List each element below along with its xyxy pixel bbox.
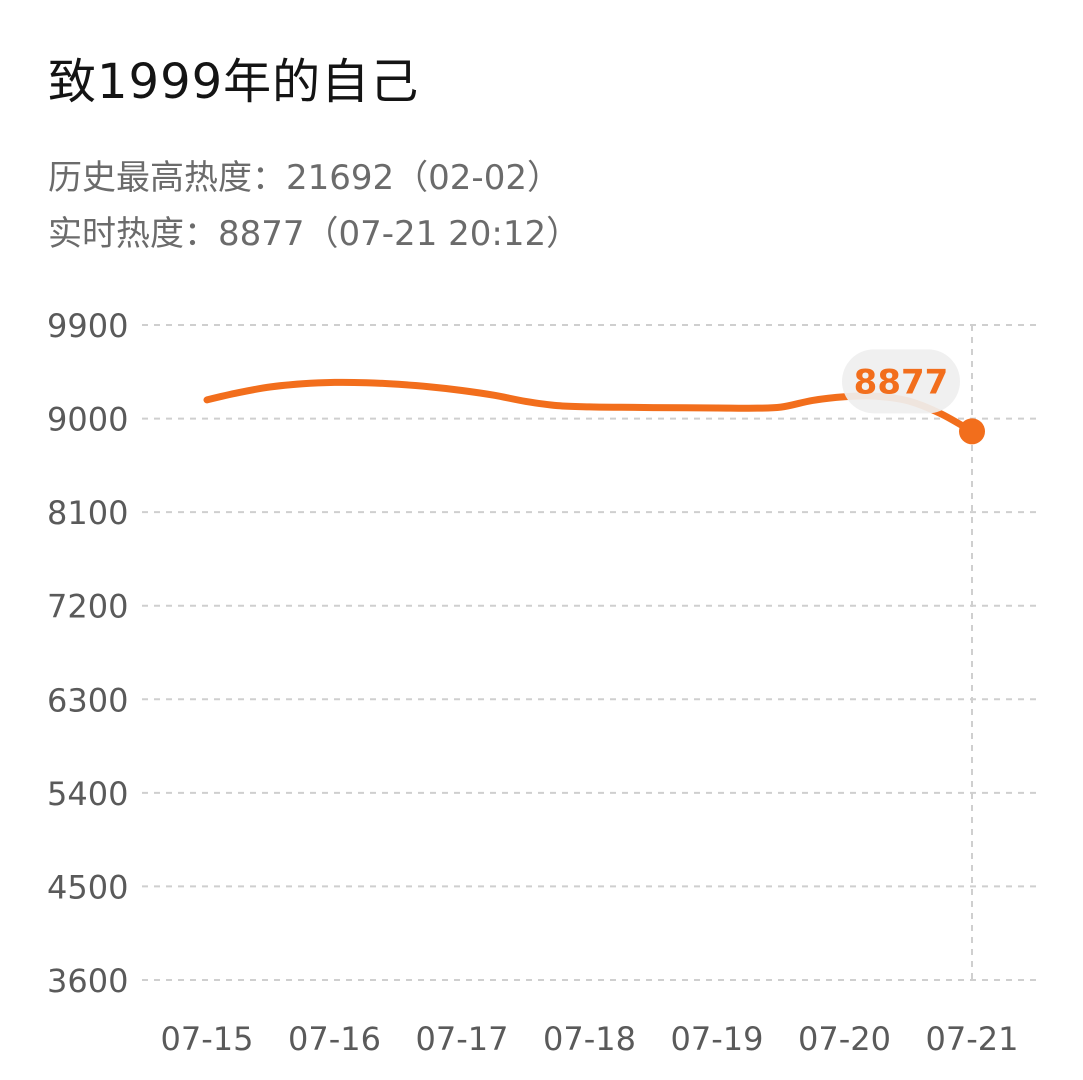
y-tick-label: 6300 (47, 681, 128, 719)
series-line (203, 378, 976, 435)
y-tick-label: 7200 (47, 588, 128, 626)
x-tick-label: 07-16 (288, 1020, 381, 1058)
x-axis-ticks: 07-15 07-16 07-17 07-18 07-19 07-20 07-21 (161, 1020, 1019, 1058)
y-tick-label: 3600 (47, 962, 128, 1000)
x-tick-label: 07-21 (926, 1020, 1019, 1058)
topic-title: 致1999年的自己 (48, 54, 420, 110)
y-tick-label: 9900 (47, 307, 128, 345)
x-tick-label: 07-18 (543, 1020, 636, 1058)
x-tick-label: 07-17 (416, 1020, 509, 1058)
highlight-point (959, 418, 985, 445)
grid-lines (142, 324, 1040, 981)
peak-heat-text: 历史最高热度：21692（02-02） (48, 158, 561, 198)
x-tick-label: 07-20 (798, 1020, 891, 1058)
y-tick-label: 4500 (47, 868, 128, 906)
value-badge (842, 349, 960, 414)
y-axis-ticks: 9900 9000 8100 7200 6300 5400 4500 3600 (47, 307, 128, 1000)
x-tick-label: 07-15 (161, 1020, 254, 1058)
series-layer (203, 378, 976, 435)
highlight-layer: 8877 (842, 349, 985, 445)
y-tick-label: 9000 (47, 401, 128, 439)
x-tick-label: 07-19 (671, 1020, 764, 1058)
realtime-heat-text: 实时热度：8877（07-21 20:12） (48, 214, 581, 254)
y-tick-label: 8100 (47, 494, 128, 532)
value-badge-label: 8877 (854, 362, 949, 402)
y-tick-label: 5400 (47, 775, 128, 813)
